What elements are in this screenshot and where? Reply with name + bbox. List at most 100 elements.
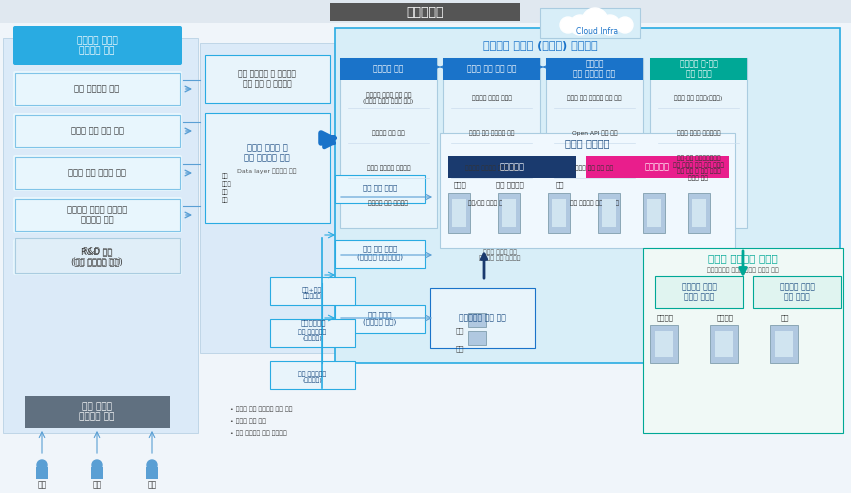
- Text: 국토교통 융·복합
실증 서비스: 국토교통 융·복합 실증 서비스: [680, 59, 717, 79]
- Bar: [146, 467, 158, 479]
- Bar: [448, 193, 470, 233]
- Bar: [340, 58, 437, 228]
- Bar: [15, 241, 180, 273]
- Bar: [548, 193, 570, 233]
- Text: 데이터 계층화 및
연계 처리기술 개발: 데이터 계층화 및 연계 처리기술 개발: [244, 143, 290, 163]
- Bar: [552, 199, 566, 227]
- Text: R&D 기획
(핵심 실증분야 발굴): R&D 기획 (핵심 실증분야 발굴): [73, 246, 121, 266]
- Text: 국토교통 데이터 안심구역
기술표준 연구: 국토교통 데이터 안심구역 기술표준 연구: [67, 205, 127, 225]
- Circle shape: [147, 460, 157, 470]
- Text: 공공: 공공: [456, 328, 465, 334]
- FancyBboxPatch shape: [13, 239, 182, 275]
- Bar: [546, 58, 643, 228]
- Text: 기반기술 개발: 기반기술 개발: [374, 65, 403, 73]
- Text: 이용자 체험 서비스(리빙랩): 이용자 체험 서비스(리빙랩): [674, 95, 722, 101]
- Bar: [15, 238, 180, 273]
- Circle shape: [600, 15, 620, 35]
- Text: 보안전송체계: 보안전송체계: [300, 319, 326, 326]
- Bar: [335, 175, 425, 203]
- Text: 국토교통 데이터
리빙랩 서비스: 국토교통 데이터 리빙랩 서비스: [682, 282, 717, 302]
- Bar: [715, 331, 733, 357]
- Text: 국토교통부: 국토교통부: [406, 5, 443, 19]
- Text: 가명 정보 데이터: 가명 정보 데이터: [363, 185, 397, 191]
- Text: 공공 결합데이터
(익명정보): 공공 결합데이터 (익명정보): [298, 329, 326, 341]
- Text: 익명 데이터
(가명정보 결합): 익명 데이터 (가명정보 결합): [363, 311, 397, 325]
- Text: 부동산: 부동산: [222, 181, 231, 187]
- Text: 데이터 보안해제 지원기술: 데이터 보안해제 지원기술: [367, 165, 410, 171]
- Bar: [753, 276, 841, 308]
- Text: 교통 네트워크 및 공간정보
변화 탐지 및 구축기술: 교통 네트워크 및 공간정보 변화 탐지 및 구축기술: [238, 70, 296, 89]
- Text: 데이터결합 전문 기관: 데이터결합 전문 기관: [459, 314, 505, 322]
- Text: 교통: 교통: [222, 189, 229, 195]
- Circle shape: [37, 460, 47, 470]
- Bar: [586, 156, 729, 178]
- Bar: [650, 58, 747, 228]
- Bar: [335, 240, 425, 268]
- Text: 국토교통 데이터 리빙랩: 국토교통 데이터 리빙랩: [471, 95, 511, 101]
- Text: 개인: 개인: [93, 481, 101, 490]
- Bar: [468, 313, 486, 327]
- Bar: [775, 331, 793, 357]
- Bar: [15, 199, 180, 231]
- Text: 민간협의체: 민간협의체: [644, 163, 670, 172]
- Text: 지자체: 지자체: [454, 182, 466, 188]
- Text: • 유통 활성화를 위한 보상체계: • 유통 활성화를 위한 보상체계: [230, 430, 287, 436]
- Text: 데이터 분석 도구 개발: 데이터 분석 도구 개발: [466, 65, 517, 73]
- Bar: [215, 160, 320, 215]
- Text: 기타: 기타: [556, 182, 564, 188]
- Bar: [448, 156, 576, 178]
- Bar: [200, 43, 335, 353]
- Text: 유통 활성화를 위한 보상체계: 유통 활성화를 위한 보상체계: [570, 200, 619, 206]
- Bar: [710, 325, 738, 363]
- Bar: [650, 58, 747, 80]
- Text: 데이터 유통 관리 기술: 데이터 유통 관리 기술: [575, 165, 614, 171]
- Circle shape: [582, 8, 608, 34]
- FancyBboxPatch shape: [13, 197, 182, 233]
- Bar: [36, 467, 48, 479]
- Circle shape: [92, 460, 102, 470]
- Bar: [655, 276, 743, 308]
- Text: 공간 표준체계 연구: 공간 표준체계 연구: [74, 84, 120, 94]
- Bar: [502, 199, 516, 227]
- Bar: [770, 325, 798, 363]
- Bar: [655, 331, 673, 357]
- Text: Open API 연동 기술: Open API 연동 기술: [572, 130, 617, 136]
- Bar: [650, 325, 678, 363]
- Text: 신규 생산 데이터
(국토교통 데이터허브): 신규 생산 데이터 (국토교통 데이터허브): [357, 246, 403, 260]
- Text: 공공기관: 공공기관: [656, 315, 673, 321]
- Text: Data layer 표준체계 적용: Data layer 표준체계 적용: [237, 168, 297, 174]
- Text: 데이터 표준 체계 연구: 데이터 표준 체계 연구: [71, 127, 123, 136]
- Bar: [25, 396, 170, 428]
- Text: 국토교통 데이터
분석 서비스: 국토교통 데이터 분석 서비스: [780, 282, 814, 302]
- Bar: [692, 199, 706, 227]
- Text: 개인/가명 데이터 분석 기술: 개인/가명 데이터 분석 기술: [468, 200, 515, 206]
- Bar: [270, 361, 355, 389]
- Bar: [270, 319, 355, 347]
- Bar: [205, 113, 330, 223]
- Bar: [688, 193, 710, 233]
- Text: • 데이터 연계 보안환경 기술 연구: • 데이터 연계 보안환경 기술 연구: [230, 406, 293, 412]
- Bar: [443, 58, 540, 228]
- Text: 국토: 국토: [222, 197, 229, 203]
- Text: 데이터 수집기관: 데이터 수집기관: [565, 138, 609, 148]
- Text: 민간기업: 민간기업: [717, 315, 734, 321]
- Bar: [330, 3, 520, 21]
- Bar: [270, 277, 355, 305]
- Bar: [430, 288, 535, 348]
- Bar: [643, 248, 843, 433]
- FancyBboxPatch shape: [13, 113, 182, 149]
- Text: 민간: 민간: [456, 346, 465, 352]
- FancyBboxPatch shape: [13, 71, 182, 107]
- Bar: [498, 193, 520, 233]
- Text: 국토교통 공간정보 시각화 기술: 국토교통 공간정보 시각화 기술: [465, 165, 518, 171]
- FancyBboxPatch shape: [13, 155, 182, 191]
- Text: 민간 결합데이터
(익명정보): 민간 결합데이터 (익명정보): [298, 371, 326, 383]
- Bar: [440, 133, 735, 248]
- Bar: [335, 305, 425, 333]
- Bar: [443, 58, 540, 80]
- Text: Cloud Infra: Cloud Infra: [576, 27, 618, 35]
- Text: 안심구역에서 누구나 다양한 서비스 이용: 안심구역에서 누구나 다양한 서비스 이용: [707, 267, 779, 273]
- Bar: [340, 58, 437, 80]
- Bar: [643, 193, 665, 233]
- Text: 안심구역 구축 기술: 안심구역 구축 기술: [372, 130, 405, 136]
